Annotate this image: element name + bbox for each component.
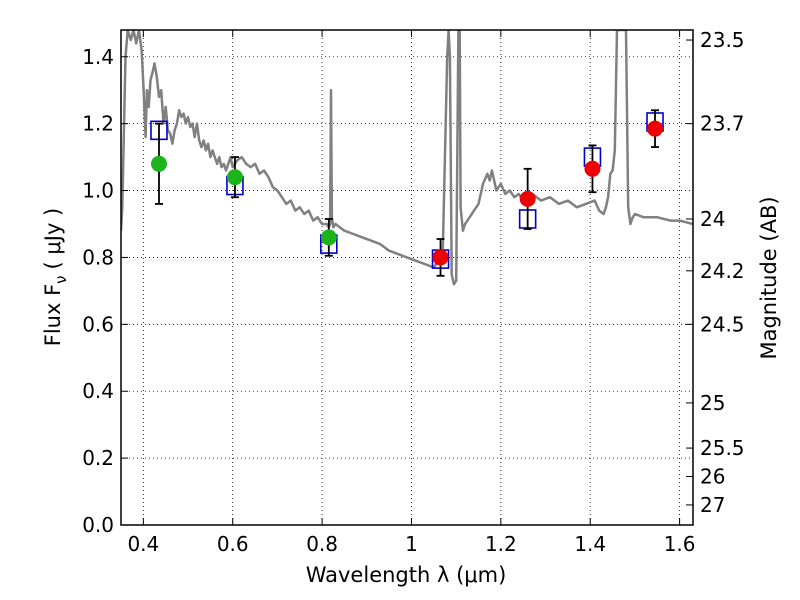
y-tick-label: 0.4 (82, 379, 114, 403)
y-right-tick-label: 25.5 (700, 436, 745, 460)
x-tick-label: 1.6 (664, 532, 696, 556)
y-axis-label-sub: ν (52, 275, 70, 283)
x-tick-label: 0.6 (217, 532, 249, 556)
y-tick-label: 0.8 (82, 245, 114, 269)
points-layer (151, 110, 663, 276)
x-tick-label: 1 (405, 532, 418, 556)
sed-chart: 0.4 0.6 0.8 1 1.2 1.4 1.6 0.0 0.2 0.4 0.6 0.8 1.0 1.2… (0, 0, 800, 600)
red-data-point (520, 191, 536, 207)
y-right-tick-label: 24.2 (700, 259, 745, 283)
x-tick-label: 1.4 (574, 532, 606, 556)
y-right-tick-label: 27 (700, 493, 725, 517)
grid-layer (121, 30, 693, 525)
y-right-tick-label: 24 (700, 207, 725, 231)
red-data-point (433, 249, 449, 265)
y-right-tick-label: 23.7 (700, 112, 745, 136)
y-tick-label: 0.2 (82, 446, 114, 470)
red-data-point (584, 161, 600, 177)
ticks-layer: 0.4 0.6 0.8 1 1.2 1.4 1.6 0.0 0.2 0.4 0.6 0.8 1.0 1.2… (82, 28, 744, 556)
y-tick-label: 0.0 (82, 513, 114, 537)
y-axis-label-main: Flux F (41, 284, 65, 346)
x-tick-label: 1.2 (485, 532, 517, 556)
red-data-point (647, 121, 663, 137)
model-spectrum-line (121, 30, 693, 284)
plot-frame (121, 30, 693, 525)
green-data-point (227, 169, 243, 185)
y-tick-label: 1.2 (82, 112, 114, 136)
spectrum-layer (121, 30, 693, 284)
x-tick-label: 0.8 (306, 532, 338, 556)
green-data-point (321, 229, 337, 245)
y-axis-label-unit: ( μJy ) (41, 208, 65, 270)
y-right-tick-label: 25 (700, 391, 725, 415)
y-axis-label: Flux Fν ( μJy ) (41, 208, 70, 347)
y-tick-label: 0.6 (82, 312, 114, 336)
x-tick-label: 0.4 (127, 532, 159, 556)
green-data-point (151, 156, 167, 172)
y-right-tick-label: 26 (700, 465, 725, 489)
y-tick-label: 1.4 (82, 45, 114, 69)
y-right-tick-label: 23.5 (700, 28, 745, 52)
y-right-axis-label: Magnitude (AB) (757, 196, 781, 359)
y-tick-label: 1.0 (82, 179, 114, 203)
y-right-tick-label: 24.5 (700, 312, 745, 336)
x-axis-label: Wavelength λ (μm) (306, 563, 507, 587)
